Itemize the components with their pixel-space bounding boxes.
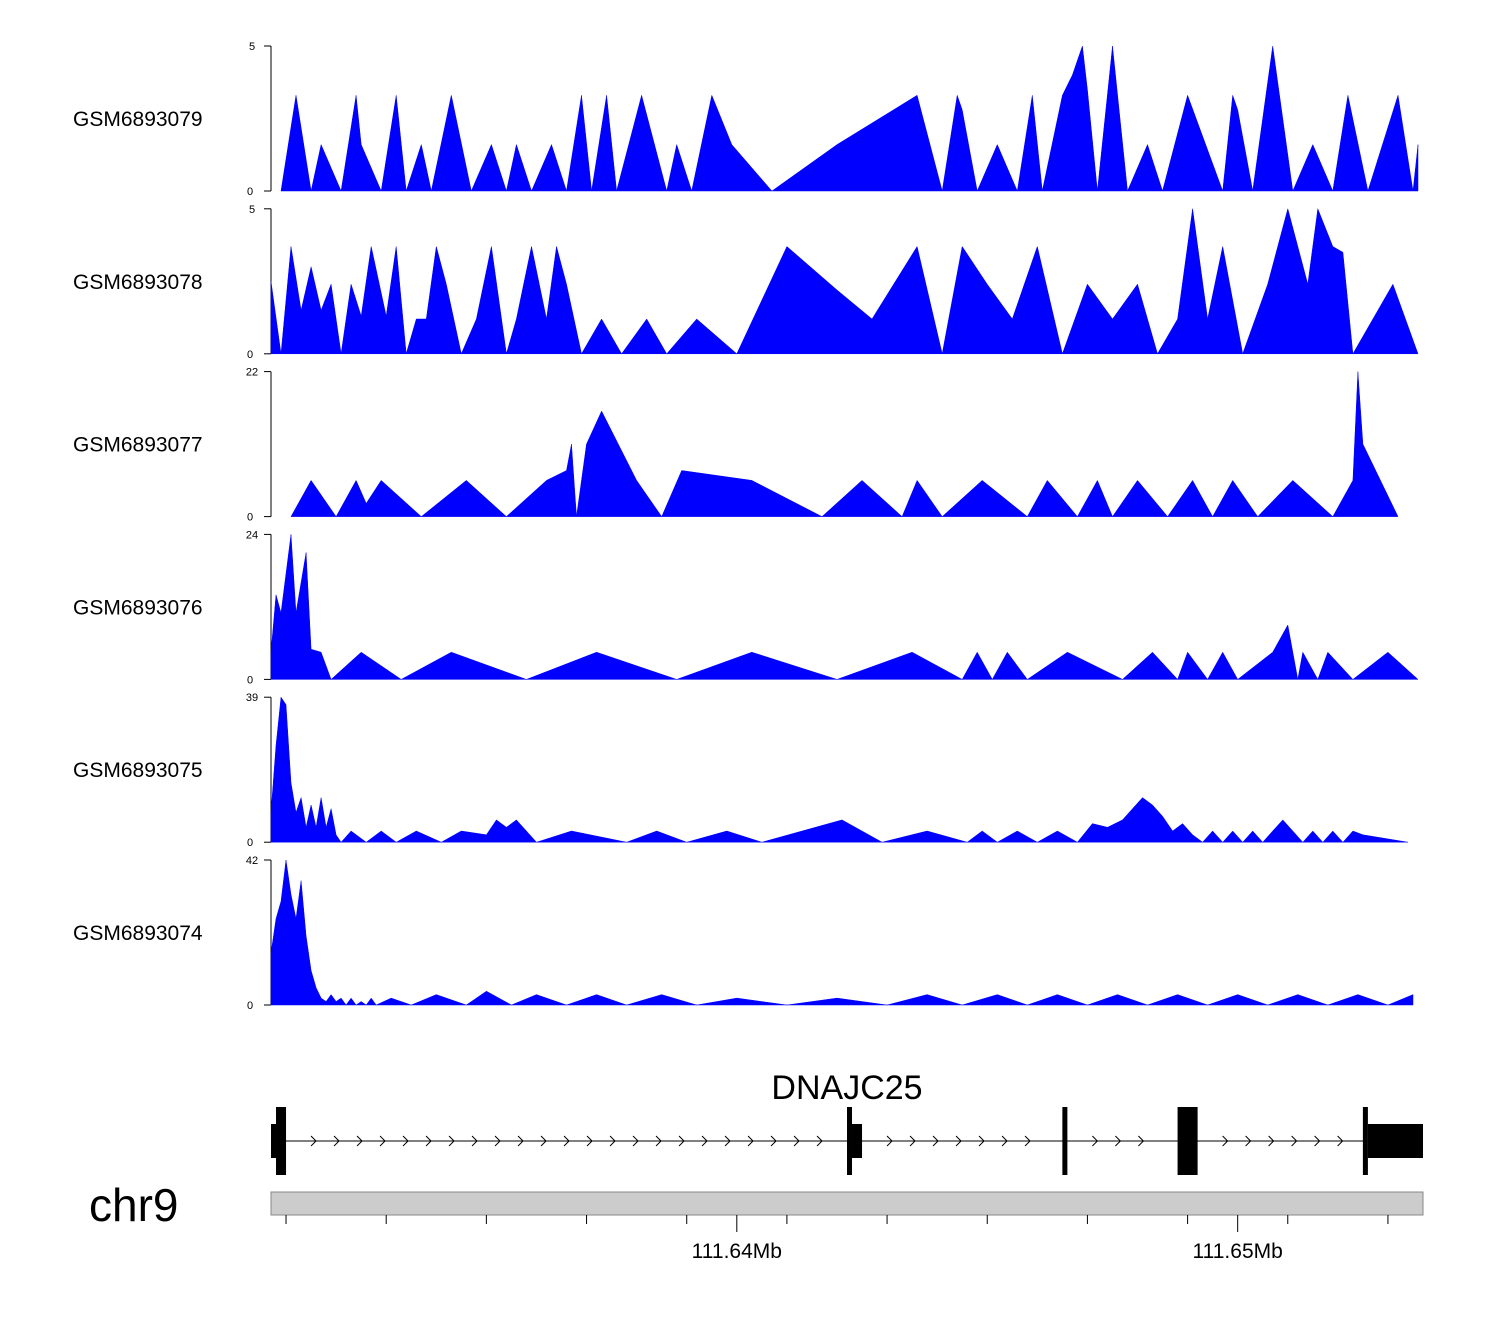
y-axis-min-label: 0 (247, 349, 253, 361)
strand-chevron (563, 1135, 570, 1147)
strand-chevron (310, 1135, 317, 1147)
axis-tick-label: 111.64Mb (692, 1240, 782, 1263)
strand-chevron (1314, 1135, 1321, 1147)
coverage-area-GSM6893077 (290, 371, 1399, 518)
coverage-area-GSM6893076 (270, 534, 1419, 681)
track-label: GSM6893079 (73, 108, 203, 131)
strand-chevron (747, 1135, 754, 1147)
track-label: GSM6893078 (73, 271, 203, 294)
gene-annotation-track: DNAJC25 (271, 1069, 1423, 1175)
strand-chevron (379, 1135, 386, 1147)
strand-chevron (586, 1135, 593, 1147)
strand-chevron (978, 1135, 985, 1147)
exon-cds (847, 1107, 853, 1175)
strand-chevron (1245, 1135, 1252, 1147)
coverage-track-GSM6893074: GSM6893074 42 0 (73, 855, 1414, 1012)
coverage-track-GSM6893076: GSM6893076 24 0 (73, 529, 1419, 686)
chromosome-ideogram-bar (270, 1191, 1424, 1216)
strand-chevron (1337, 1135, 1344, 1147)
strand-chevron (932, 1135, 939, 1147)
genomic-axis: 111.64Mb 111.65Mb (270, 1191, 1424, 1263)
coverage-tracks: GSM689307950GSM689307850GSM6893077220GSM… (73, 41, 1419, 1012)
axis-tick-label: 111.65Mb (1193, 1240, 1283, 1263)
strand-chevron (1291, 1135, 1298, 1147)
strand-chevron (1024, 1135, 1031, 1147)
y-axis-max-label: 39 (246, 692, 258, 704)
strand-chevron (494, 1135, 501, 1147)
strand-chevron (793, 1135, 800, 1147)
track-label: GSM6893076 (73, 596, 203, 619)
strand-chevron (1115, 1135, 1122, 1147)
y-axis-max-label: 5 (249, 41, 255, 53)
strand-chevron (517, 1135, 524, 1147)
track-label: GSM6893077 (73, 434, 203, 457)
y-axis-max-label: 24 (246, 529, 258, 541)
strand-chevron (448, 1135, 455, 1147)
y-axis-min-label: 0 (247, 674, 253, 686)
y-axis-min-label: 0 (247, 512, 253, 524)
strand-chevron (816, 1135, 823, 1147)
strand-chevron (1001, 1135, 1008, 1147)
exon-cds (1177, 1107, 1198, 1175)
y-axis-min-label: 0 (247, 186, 253, 198)
y-axis-min-label: 0 (247, 837, 253, 849)
exon-utr (1367, 1124, 1423, 1158)
exon-cds (1062, 1107, 1068, 1175)
strand-chevron (886, 1135, 893, 1147)
strand-chevron (724, 1135, 731, 1147)
strand-chevron (402, 1135, 409, 1147)
strand-chevron (356, 1135, 363, 1147)
strand-chevron (425, 1135, 432, 1147)
coverage-area-GSM6893078 (270, 207, 1419, 355)
coverage-area-GSM6893074 (270, 859, 1414, 1006)
coverage-track-GSM6893075: GSM6893075 39 0 (73, 692, 1409, 849)
y-axis-min-label: 0 (247, 1000, 253, 1012)
strand-chevron (909, 1135, 916, 1147)
coverage-track-GSM6893079: GSM6893079 5 0 (73, 41, 1419, 198)
coverage-track-GSM6893077: GSM6893077 22 0 (73, 367, 1399, 524)
y-axis-max-label: 5 (249, 204, 255, 216)
strand-chevron (1138, 1135, 1145, 1147)
exon-utr (271, 1124, 277, 1158)
strand-chevron (1222, 1135, 1229, 1147)
strand-chevron (471, 1135, 478, 1147)
strand-chevron (678, 1135, 685, 1147)
gene-label: DNAJC25 (771, 1069, 922, 1107)
strand-chevron (955, 1135, 962, 1147)
y-axis-max-label: 22 (246, 367, 258, 379)
strand-chevron (609, 1135, 616, 1147)
coverage-area-GSM6893075 (270, 696, 1409, 843)
strand-chevron (1092, 1135, 1099, 1147)
exon-cds (276, 1107, 287, 1175)
exon-cds (1362, 1107, 1368, 1175)
strand-chevron (655, 1135, 662, 1147)
track-label: GSM6893075 (73, 759, 203, 782)
strand-chevron (333, 1135, 340, 1147)
y-axis-max-label: 42 (246, 855, 258, 867)
coverage-area-GSM6893079 (280, 45, 1419, 192)
strand-chevron (540, 1135, 547, 1147)
strand-chevron (632, 1135, 639, 1147)
chromosome-label: chr9 (89, 1179, 178, 1231)
coverage-track-GSM6893078: GSM6893078 5 0 (73, 204, 1419, 361)
exon-utr (852, 1124, 863, 1158)
strand-chevron (770, 1135, 777, 1147)
strand-chevron (701, 1135, 708, 1147)
strand-chevron (1268, 1135, 1275, 1147)
track-label: GSM6893074 (73, 922, 203, 945)
